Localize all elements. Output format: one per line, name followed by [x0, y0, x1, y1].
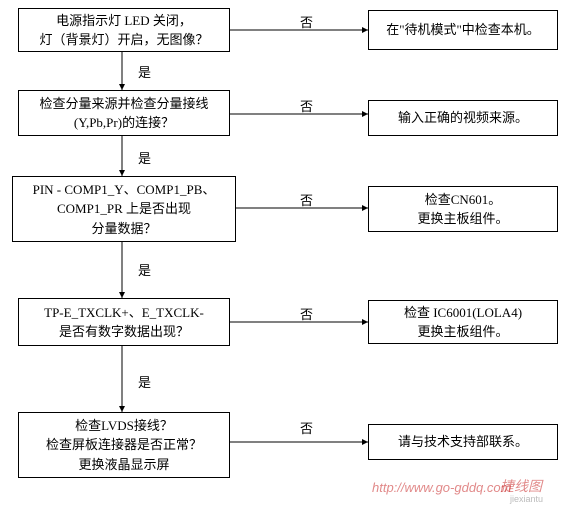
node-d1-line2: 灯（背景灯）开启，无图像？ — [39, 30, 208, 50]
label-no-3: 否 — [300, 190, 313, 209]
node-r2: 输入正确的视频来源。 — [368, 100, 558, 136]
label-yes-1: 是 — [138, 62, 151, 81]
node-d2: 检查分量来源并检查分量接线 (Y,Pb,Pr)的连接？ — [18, 90, 230, 136]
node-d3-line2: COMP1_PR 上是否出现 — [33, 199, 216, 219]
node-r5: 请与技术支持部联系。 — [368, 424, 558, 460]
label-no-5: 否 — [300, 418, 313, 437]
node-r4-line2: 更换主板组件。 — [404, 322, 522, 342]
label-no-1: 否 — [300, 12, 313, 31]
node-d2-line1: 检查分量来源并检查分量接线 — [39, 94, 208, 114]
node-d3: PIN - COMP1_Y、COMP1_PB、 COMP1_PR 上是否出现 分… — [12, 176, 236, 242]
node-r1-line1: 在"待机模式"中检查本机。 — [386, 20, 540, 40]
label-no-2: 否 — [300, 96, 313, 115]
node-d4-line1: TP-E_TXCLK+、E_TXCLK- — [44, 303, 204, 323]
node-d5: 检查LVDS接线？ 检查屏板连接器是否正常？ 更换液晶显示屏 — [18, 412, 230, 478]
node-d4: TP-E_TXCLK+、E_TXCLK- 是否有数字数据出现？ — [18, 298, 230, 346]
node-d1-line1: 电源指示灯 LED 关闭， — [39, 11, 208, 31]
node-r4-line1: 检查 IC6001(LOLA4) — [404, 303, 522, 323]
node-r3: 检查CN601。 更换主板组件。 — [368, 186, 558, 232]
flowchart-canvas: 电源指示灯 LED 关闭， 灯（背景灯）开启，无图像？ 检查分量来源并检查分量接… — [0, 0, 571, 510]
node-r2-line1: 输入正确的视频来源。 — [398, 108, 528, 128]
node-d3-line3: 分量数据？ — [33, 219, 216, 239]
node-d2-line2: (Y,Pb,Pr)的连接？ — [39, 113, 208, 133]
watermark-cn: 捷线图 — [500, 476, 542, 496]
node-d5-line3: 更换液晶显示屏 — [46, 455, 202, 475]
label-yes-4: 是 — [138, 372, 151, 391]
node-r3-line2: 更换主板组件。 — [417, 209, 508, 229]
node-d5-line2: 检查屏板连接器是否正常？ — [46, 435, 202, 455]
label-yes-2: 是 — [138, 148, 151, 167]
node-d4-line2: 是否有数字数据出现？ — [44, 322, 204, 342]
node-d5-line1: 检查LVDS接线？ — [46, 416, 202, 436]
node-r5-line1: 请与技术支持部联系。 — [398, 432, 528, 452]
node-d3-line1: PIN - COMP1_Y、COMP1_PB、 — [33, 180, 216, 200]
label-no-4: 否 — [300, 304, 313, 323]
node-r3-line1: 检查CN601。 — [417, 190, 508, 210]
node-r4: 检查 IC6001(LOLA4) 更换主板组件。 — [368, 300, 558, 344]
watermark-pinyin: jiexiantu — [510, 494, 543, 504]
node-d1: 电源指示灯 LED 关闭， 灯（背景灯）开启，无图像？ — [18, 8, 230, 52]
node-r1: 在"待机模式"中检查本机。 — [368, 10, 558, 50]
watermark-url: http://www.go-gddq.com — [372, 480, 511, 495]
label-yes-3: 是 — [138, 260, 151, 279]
